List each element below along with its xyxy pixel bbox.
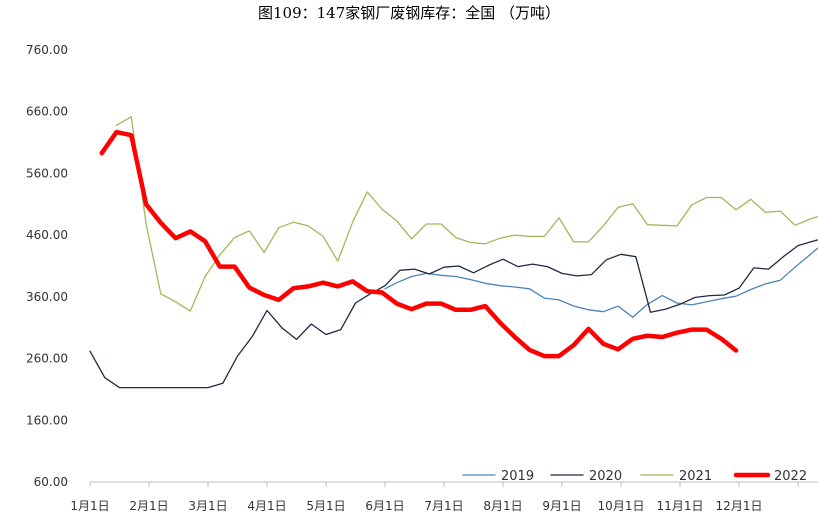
x-tick-label: 3月1日 bbox=[188, 499, 227, 513]
legend-label-2022: 2022 bbox=[774, 469, 807, 484]
y-tick-label: 60.00 bbox=[34, 475, 68, 489]
series-lines bbox=[89, 116, 818, 389]
legend: 2019 2020 2021 2022 bbox=[462, 469, 807, 484]
x-tick-label: 8月1日 bbox=[483, 499, 522, 513]
chart-title: 图109：147家钢厂废钢库存：全国 （万吨） bbox=[257, 4, 561, 22]
legend-label-2021: 2021 bbox=[679, 469, 712, 484]
axes: 60.00 160.00 260.00 360.00 460.00 560.00 660.0… bbox=[26, 43, 818, 513]
y-tick-label: 160.00 bbox=[26, 413, 68, 427]
x-tick-label: 6月1日 bbox=[365, 499, 404, 513]
x-tick-label: 9月1日 bbox=[542, 499, 581, 513]
series-line-2020 bbox=[89, 239, 818, 389]
x-tick-label: 1月1日 bbox=[70, 499, 109, 513]
x-tick-label: 10月1日 bbox=[598, 499, 645, 513]
y-tick-label: 560.00 bbox=[26, 166, 68, 180]
x-tick-label: 2月1日 bbox=[129, 499, 168, 513]
legend-label-2020: 2020 bbox=[589, 469, 622, 484]
x-tick-label: 7月1日 bbox=[424, 499, 463, 513]
legend-label-2019: 2019 bbox=[501, 469, 534, 484]
y-tick-label: 360.00 bbox=[26, 290, 68, 304]
x-tick-label: 4月1日 bbox=[247, 499, 286, 513]
x-tick-label: 5月1日 bbox=[306, 499, 345, 513]
series-line-2019 bbox=[384, 247, 818, 318]
y-tick-label: 260.00 bbox=[26, 352, 68, 366]
series-line-2021 bbox=[115, 116, 818, 312]
series-line-2022 bbox=[99, 129, 739, 359]
y-tick-label: 460.00 bbox=[26, 228, 68, 242]
x-tick-label: 12月1日 bbox=[716, 499, 763, 513]
y-tick-label: 660.00 bbox=[26, 105, 68, 119]
y-tick-label: 760.00 bbox=[26, 43, 68, 57]
x-tick-label: 11月1日 bbox=[657, 499, 704, 513]
